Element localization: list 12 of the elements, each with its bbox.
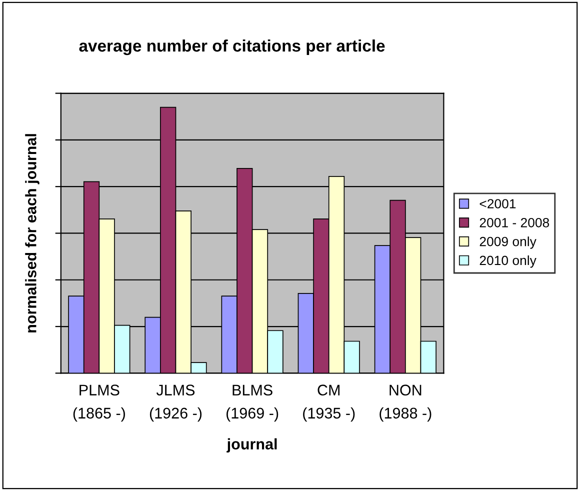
x-tick-label: PLMS (1865 -) (73, 384, 125, 422)
x-tick-label: NON (1988 -) (380, 384, 432, 422)
legend-label: 2001 - 2008 (480, 218, 550, 228)
legend-label: 2010 only (480, 255, 536, 268)
legend-label: <2001 (480, 199, 516, 208)
x-tick-label: JLMS (1926 -) (150, 384, 202, 422)
legend-label: 2009 only (480, 236, 536, 249)
x-tick-label: BLMS (1969 -) (226, 384, 278, 422)
x-tick-label: CM (1935 -) (303, 384, 355, 422)
x-axis-title: journal (226, 438, 277, 453)
chart-title: average number of citations per article (79, 39, 385, 56)
y-axis-title: normalised for each journal (25, 134, 40, 332)
